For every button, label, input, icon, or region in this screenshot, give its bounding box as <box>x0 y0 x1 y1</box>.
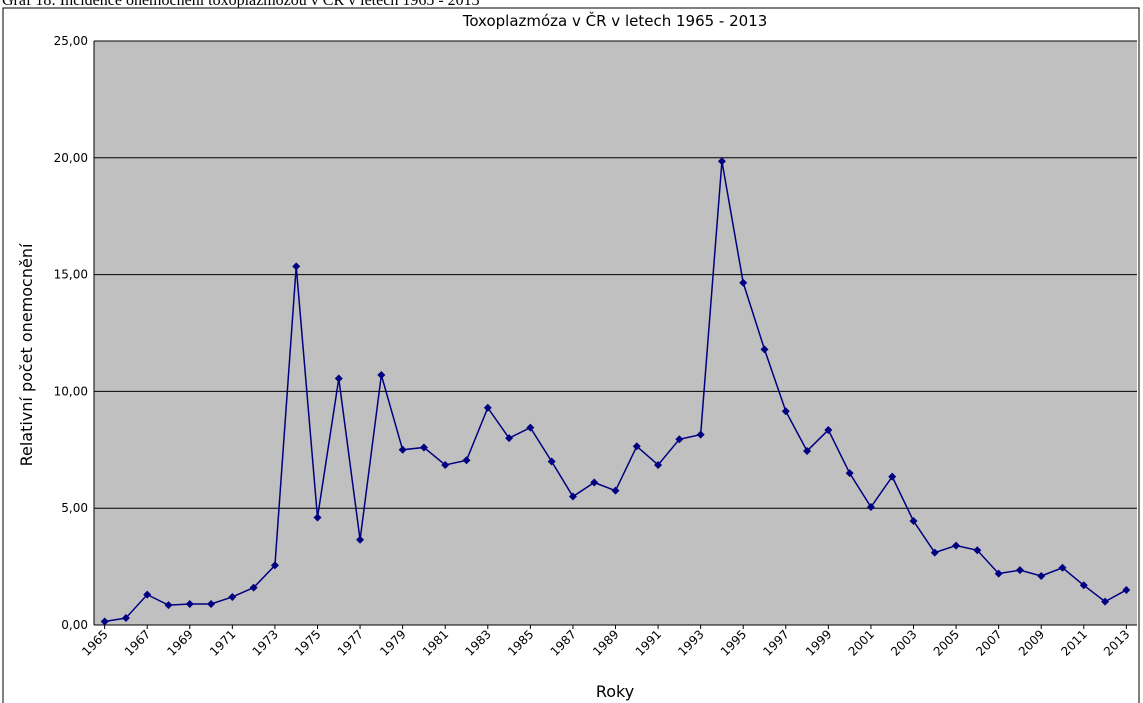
data-point <box>973 546 982 555</box>
x-axis-label: Roky <box>596 682 634 701</box>
data-point <box>590 478 599 487</box>
data-point <box>611 486 620 495</box>
data-point <box>739 278 748 287</box>
data-point <box>185 599 194 608</box>
data-point <box>505 434 514 443</box>
data-point <box>1079 581 1088 590</box>
y-tick-label: 0,00 <box>61 618 88 632</box>
data-point <box>654 460 663 469</box>
data-point <box>803 446 812 455</box>
data-point <box>462 456 471 465</box>
data-point <box>356 535 365 544</box>
data-point <box>292 262 301 271</box>
chart-title: Toxoplazmóza v ČR v letech 1965 - 2013 <box>462 11 768 30</box>
data-point <box>824 425 833 434</box>
data-point <box>398 445 407 454</box>
y-tick-label: 5,00 <box>61 501 88 515</box>
data-point <box>526 423 535 432</box>
data-point <box>441 460 450 469</box>
data-point <box>994 569 1003 578</box>
data-point <box>1015 566 1024 575</box>
data-point <box>143 590 152 599</box>
data-point <box>1101 597 1110 606</box>
data-point <box>866 503 875 512</box>
data-point <box>781 407 790 416</box>
data-point <box>760 345 769 354</box>
y-axis-label: Relativní počet onemocnění <box>17 243 36 466</box>
data-point <box>845 469 854 478</box>
data-point <box>313 513 322 522</box>
data-point <box>909 517 918 526</box>
data-point <box>717 157 726 166</box>
data-point <box>696 430 705 439</box>
data-point <box>377 371 386 380</box>
data-point <box>249 583 258 592</box>
data-point <box>547 457 556 466</box>
y-tick-label: 20,00 <box>54 151 88 165</box>
data-point <box>228 592 237 601</box>
data-point <box>121 613 130 622</box>
caption: Graf 18: Incidence onemocnění toxoplazmó… <box>2 0 480 9</box>
data-point <box>164 601 173 610</box>
data-point <box>1058 563 1067 572</box>
data-point <box>270 561 279 570</box>
data-point <box>207 599 216 608</box>
data-point <box>930 548 939 557</box>
data-point <box>1037 571 1046 580</box>
data-point <box>632 442 641 451</box>
data-point <box>568 492 577 501</box>
data-point <box>419 443 428 452</box>
y-tick-label: 25,00 <box>54 34 88 48</box>
data-point <box>888 472 897 481</box>
data-point <box>334 374 343 383</box>
y-tick-label: 10,00 <box>54 384 88 398</box>
data-point <box>100 617 109 626</box>
data-point <box>1122 585 1131 594</box>
data-point <box>952 541 961 550</box>
y-tick-label: 15,00 <box>54 268 88 282</box>
data-point <box>675 435 684 444</box>
plot-area <box>94 41 1137 625</box>
data-point <box>483 403 492 412</box>
